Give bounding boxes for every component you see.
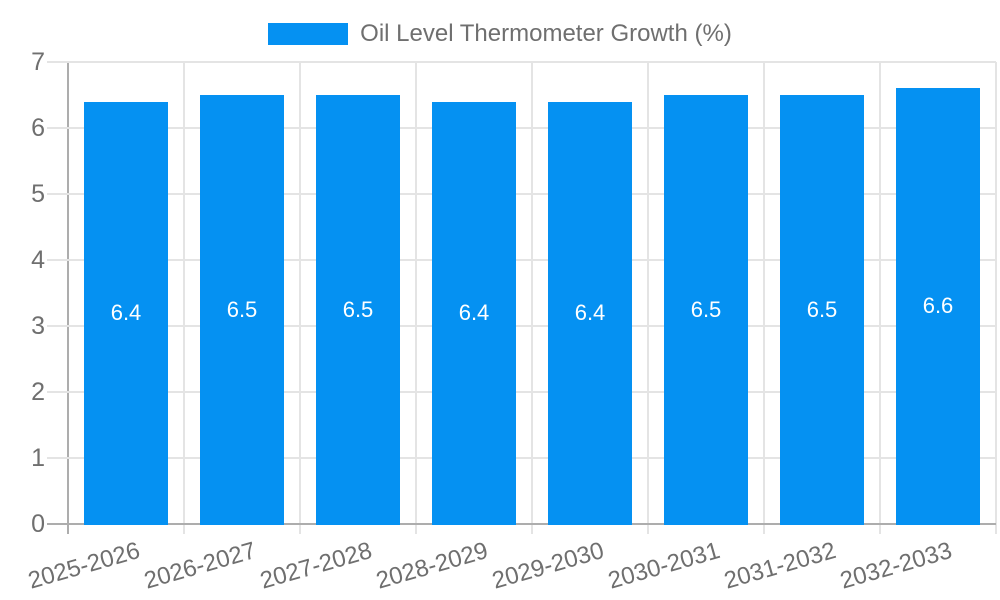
bar[interactable] — [432, 101, 516, 525]
vertical-gridline — [531, 62, 533, 534]
legend-label: Oil Level Thermometer Growth (%) — [360, 20, 732, 47]
horizontal-gridline — [47, 193, 996, 195]
vertical-gridline — [995, 62, 997, 534]
vertical-gridline — [183, 62, 185, 534]
vertical-gridline — [647, 62, 649, 534]
bar[interactable] — [548, 101, 632, 525]
x-tick-label: 2030-2031 — [605, 537, 724, 595]
y-tick-label: 7 — [31, 48, 45, 76]
legend-swatch — [268, 23, 349, 45]
bar[interactable] — [664, 95, 748, 525]
x-tick-label: 2032-2033 — [837, 537, 956, 595]
horizontal-gridline — [47, 325, 996, 327]
y-tick-label: 4 — [31, 246, 45, 274]
y-axis-line — [67, 62, 69, 534]
horizontal-gridline — [47, 61, 996, 63]
y-tick-label: 6 — [31, 114, 45, 142]
x-axis-baseline — [47, 523, 996, 525]
bar-value-label: 6.4 — [458, 299, 490, 325]
x-tick-label: 2027-2028 — [257, 537, 376, 595]
vertical-gridline — [879, 62, 881, 534]
horizontal-gridline — [47, 391, 996, 393]
bar-value-label: 6.5 — [690, 296, 722, 322]
horizontal-gridline — [47, 259, 996, 261]
y-tick-label: 1 — [31, 444, 45, 472]
vertical-gridline — [415, 62, 417, 534]
legend-item[interactable]: Oil Level Thermometer Growth (%) — [268, 20, 732, 48]
bar[interactable] — [780, 95, 864, 525]
horizontal-gridline — [47, 127, 996, 129]
bar-value-label: 6.4 — [574, 299, 606, 325]
bar-value-label: 6.4 — [110, 299, 142, 325]
vertical-gridline — [299, 62, 301, 534]
y-tick-label: 0 — [31, 510, 45, 538]
bar-value-label: 6.6 — [922, 293, 954, 319]
horizontal-gridline — [47, 457, 996, 459]
chart-legend: Oil Level Thermometer Growth (%) — [0, 20, 1000, 48]
bar-value-label: 6.5 — [342, 296, 374, 322]
vertical-gridline — [763, 62, 765, 534]
x-tick-label: 2029-2030 — [489, 537, 608, 595]
bar[interactable] — [896, 88, 980, 525]
x-tick-label: 2031-2032 — [721, 537, 840, 595]
bar[interactable] — [84, 101, 168, 525]
bar-value-label: 6.5 — [226, 296, 258, 322]
y-tick-label: 3 — [31, 312, 45, 340]
y-tick-label: 5 — [31, 180, 45, 208]
bar-value-label: 6.5 — [806, 296, 838, 322]
x-tick-label: 2025-2026 — [25, 537, 144, 595]
y-tick-label: 2 — [31, 378, 45, 406]
bar[interactable] — [316, 95, 400, 525]
x-tick-label: 2026-2027 — [141, 537, 260, 595]
bar[interactable] — [200, 95, 284, 525]
x-tick-label: 2028-2029 — [373, 537, 492, 595]
